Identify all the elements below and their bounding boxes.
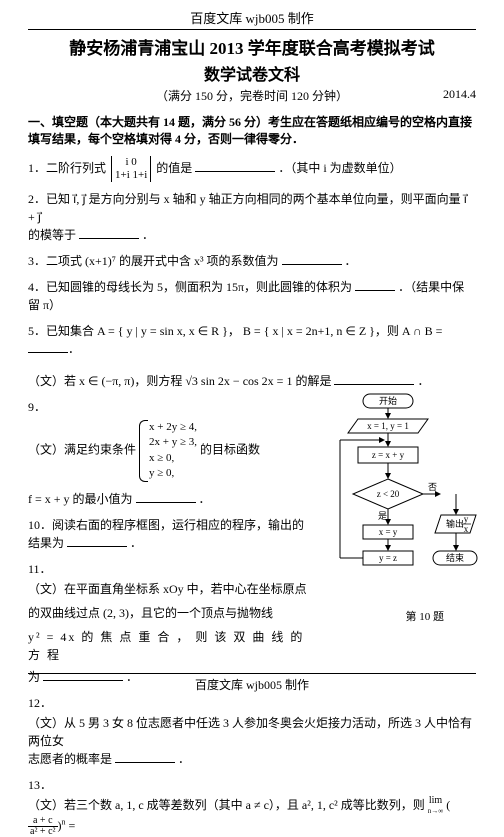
blank bbox=[28, 341, 68, 353]
limit-sub: n→∞ bbox=[428, 807, 444, 815]
flow-end: 结束 bbox=[446, 552, 464, 563]
exponent: n bbox=[62, 817, 66, 826]
q10-line1: 10．阅读右面的程序框图，运行相应的程序，输出的 bbox=[28, 516, 308, 534]
question-3: 3．二项式 (x+1)⁷ 的展开式中含 x³ 项的系数值为 ． bbox=[28, 252, 476, 270]
section-1-heading: 一、填空题（本大题共有 14 题，满分 56 分）考生应在答题纸相应编号的空格内… bbox=[28, 114, 476, 148]
det-row-1: i 0 bbox=[115, 156, 147, 169]
q11-line1: （文）在平面直角坐标系 xOy 中，若中心在坐标原点 bbox=[28, 580, 308, 598]
question-11: （文）在平面直角坐标系 xOy 中，若中心在坐标原点 的双曲线过点 (2, 3)… bbox=[28, 580, 308, 686]
question-6: （文）若 x ∈ (−π, π)，则方程 √3 sin 2x − cos 2x … bbox=[28, 372, 476, 390]
q2-line1: 2．已知 i⃗, j⃗ 是方向分别与 x 轴和 y 轴正方向相同的两个基本单位向… bbox=[28, 190, 476, 226]
flow-assign1: z = x + y bbox=[372, 450, 405, 460]
sys-line-2: 2x + y ≥ 3, bbox=[149, 435, 197, 450]
blank bbox=[282, 253, 342, 265]
flow-start: 开始 bbox=[379, 395, 397, 406]
q9b-text: f = x + y 的最小值为 bbox=[28, 492, 133, 506]
subtitle-row: （满分 150 分，完卷时间 120 分钟） 2014.4 bbox=[28, 87, 476, 104]
q12-line2: 志愿者的概率是 bbox=[28, 752, 112, 766]
flow-init: x = 1, y = 1 bbox=[367, 421, 409, 431]
q11-line3: y² = 4x 的 焦 点 重 合 ， 则 该 双 曲 线 的 方 程 bbox=[28, 628, 308, 664]
determinant-icon: i 0 1+i 1+i bbox=[111, 156, 151, 182]
blank bbox=[136, 491, 196, 503]
title-main: 静安杨浦青浦宝山 2013 学年度联合高考模拟考试 bbox=[28, 34, 476, 59]
q12-post: ． bbox=[178, 752, 190, 766]
blank bbox=[334, 373, 414, 385]
question-2: 2．已知 i⃗, j⃗ 是方向分别与 x 轴和 y 轴正方向相同的两个基本单位向… bbox=[28, 190, 476, 244]
det-row-2: 1+i 1+i bbox=[115, 169, 147, 182]
flow-frac-n: y bbox=[464, 514, 469, 524]
q12-line1: （文）从 5 男 3 女 8 位志愿者中任选 3 人参加冬奥会火炬接力活动，所选… bbox=[28, 714, 476, 750]
q10-post: ． bbox=[130, 536, 142, 550]
q9-pre: （文）满足约束条件 bbox=[28, 443, 136, 457]
frac-den: a² + c² bbox=[28, 827, 58, 837]
q3-text: 3．二项式 (x+1)⁷ 的展开式中含 x³ 项的系数值为 bbox=[28, 254, 279, 268]
fraction: a + c a² + c² bbox=[28, 816, 58, 837]
question-5: 5．已知集合 A = { y | y = sin x, x ∈ R }， B =… bbox=[28, 322, 476, 358]
header-watermark: 百度文库 wjb005 制作 bbox=[28, 8, 476, 27]
flow-yes: 是 bbox=[378, 511, 387, 521]
q1-pre: 1．二阶行列式 bbox=[28, 161, 106, 175]
q13-pre: （文）若三个数 a, 1, c 成等差数列（其中 a ≠ c），且 a², 1,… bbox=[28, 798, 425, 812]
frac-num: a + c bbox=[28, 816, 58, 827]
exam-date: 2014.4 bbox=[443, 87, 476, 102]
title-sub: 数学试卷文科 bbox=[28, 61, 476, 85]
question-4: 4．已知圆锥的母线长为 5，侧面积为 15π，则此圆锥的体积为 ．（结果中保留 … bbox=[28, 278, 476, 314]
flow-frac-d: x bbox=[464, 524, 469, 534]
exam-info: （满分 150 分，完卷时间 120 分钟） bbox=[156, 89, 348, 103]
q11-line2: 的双曲线过点 (2, 3)，且它的一个顶点与抛物线 bbox=[28, 604, 308, 622]
blank bbox=[195, 160, 275, 172]
flow-assign2: x = y bbox=[379, 527, 398, 537]
q9-post: 的目标函数 bbox=[200, 443, 260, 457]
q6-post: ． bbox=[417, 374, 429, 388]
q2-post: ． bbox=[142, 228, 154, 242]
divider-top bbox=[28, 29, 476, 30]
question-13: （文）若三个数 a, 1, c 成等差数列（其中 a ≠ c），且 a², 1,… bbox=[28, 796, 476, 837]
question-12-number: 12． bbox=[28, 694, 476, 712]
blank bbox=[115, 751, 175, 763]
flow-cond: z < 20 bbox=[377, 489, 400, 499]
blank bbox=[67, 535, 127, 547]
q1-mid: 的值是 bbox=[156, 161, 192, 175]
sys-line-3: x ≥ 0, bbox=[149, 451, 197, 466]
flow-assign3: y = z bbox=[379, 553, 397, 563]
question-1: 1．二阶行列式 i 0 1+i 1+i 的值是 ．（其中 i 为虚数单位） bbox=[28, 156, 476, 182]
footer-watermark: 百度文库 wjb005 制作 bbox=[28, 673, 476, 693]
limit-label: lim bbox=[429, 795, 442, 806]
q1-post: ．（其中 i 为虚数单位） bbox=[278, 161, 401, 175]
q5-text: 5．已知集合 A = { y | y = sin x, x ∈ R }， B =… bbox=[28, 324, 442, 338]
q3-post: ． bbox=[345, 254, 357, 268]
q4-text: 4．已知圆锥的母线长为 5，侧面积为 15π，则此圆锥的体积为 bbox=[28, 280, 352, 294]
q9b-post: ． bbox=[199, 492, 211, 506]
flow-output-label: 输出 bbox=[446, 518, 464, 529]
sys-line-1: x + 2y ≥ 4, bbox=[149, 420, 197, 435]
blank bbox=[79, 227, 139, 239]
constraint-system: x + 2y ≥ 4, 2x + y ≥ 3, x ≥ 0, y ≥ 0, bbox=[139, 420, 197, 482]
figure-caption: 第 10 题 bbox=[406, 608, 445, 624]
q10-line2: 结果为 bbox=[28, 536, 64, 550]
question-10: 10．阅读右面的程序框图，运行相应的程序，输出的 结果为 ． bbox=[28, 516, 308, 552]
question-12: （文）从 5 男 3 女 8 位志愿者中任选 3 人参加冬奥会火炬接力活动，所选… bbox=[28, 714, 476, 768]
blank bbox=[355, 279, 395, 291]
q2-line2: 的模等于 bbox=[28, 228, 76, 242]
q13-post: = bbox=[69, 818, 76, 832]
sys-line-4: y ≥ 0, bbox=[149, 466, 197, 481]
question-13-number: 13． bbox=[28, 776, 476, 794]
flowchart: 开始 x = 1, y = 1 z = x + y z < 20 是 否 x =… bbox=[328, 392, 478, 622]
flow-no: 否 bbox=[428, 482, 437, 492]
q6-text: （文）若 x ∈ (−π, π)，则方程 √3 sin 2x − cos 2x … bbox=[28, 374, 331, 388]
